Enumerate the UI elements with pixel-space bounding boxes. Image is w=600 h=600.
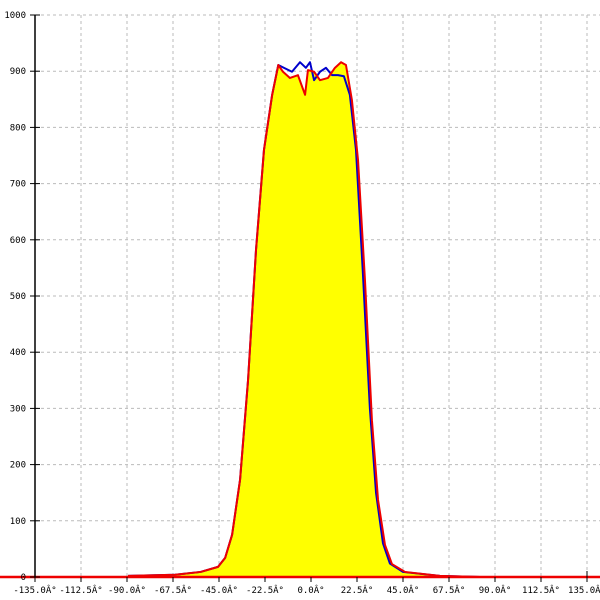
x-tick-label: 22.5Â° (341, 584, 374, 596)
y-tick-label: 1000 (4, 11, 26, 21)
area-fill-path (128, 62, 481, 577)
y-tick-label: 100 (10, 517, 26, 527)
x-tick-label: -90.0Â° (108, 584, 146, 596)
area-fill (128, 62, 481, 577)
series-line-1 (127, 61, 481, 578)
y-tick-label: 700 (10, 180, 26, 190)
x-tick-label: 45.0Â° (387, 584, 420, 596)
axes (30, 14, 588, 582)
x-tick-label: -135.0Â° (13, 584, 56, 596)
y-tick-label: 800 (10, 123, 26, 133)
tick-labels: -135.0Â° -112.5Â° -90.0Â° -67.5Â° -45.0Â° -22… (4, 11, 600, 596)
y-tick-label: 200 (10, 461, 26, 471)
x-tick-label: 112.5Â° (522, 584, 560, 596)
series-lines (0, 61, 600, 579)
x-tick-label: 0.0Â° (297, 584, 324, 596)
x-tick-label: -45.0Â° (200, 584, 238, 596)
x-tick-label: 67.5Â° (433, 584, 466, 596)
y-tick-label: 500 (10, 292, 26, 302)
y-tick-label: 0 (21, 573, 26, 583)
y-tick-label: 300 (10, 404, 26, 414)
y-tick-label: 900 (10, 67, 26, 77)
x-tick-label: 90.0Â° (479, 584, 512, 596)
x-tick-label: 135.0Â° (568, 584, 600, 596)
x-tick-label: -67.5Â° (154, 584, 192, 596)
y-tick-label: 400 (10, 348, 26, 358)
y-tick-label: 600 (10, 236, 26, 246)
x-tick-label: -22.5Â° (246, 584, 284, 596)
x-tick-label: -112.5Â° (59, 584, 102, 596)
